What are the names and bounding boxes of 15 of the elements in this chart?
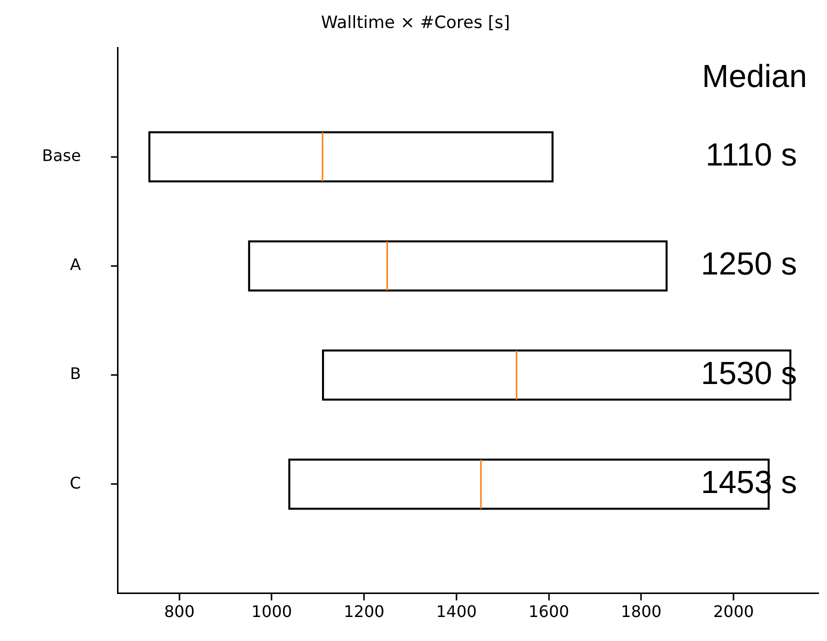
annotation: 1110 s	[706, 136, 797, 173]
y-tick-label: Base	[42, 146, 81, 165]
y-tick-label: C	[70, 473, 81, 492]
x-tick-label: 1000	[251, 602, 292, 622]
annotation: Median	[702, 58, 807, 94]
x-tick-label: 1800	[620, 602, 662, 622]
annotation: 1250 s	[700, 246, 797, 282]
y-tick-label: B	[70, 364, 81, 384]
x-tick-label: 1200	[344, 602, 384, 622]
x-tick-label: 1400	[436, 602, 477, 622]
y-tick-label: A	[70, 255, 82, 274]
chart-title: Walltime × #Cores [s]	[320, 12, 510, 33]
x-tick-label: 1600	[528, 602, 570, 622]
x-tick-label: 2000	[713, 602, 754, 622]
x-tick-label: 800	[164, 602, 195, 622]
